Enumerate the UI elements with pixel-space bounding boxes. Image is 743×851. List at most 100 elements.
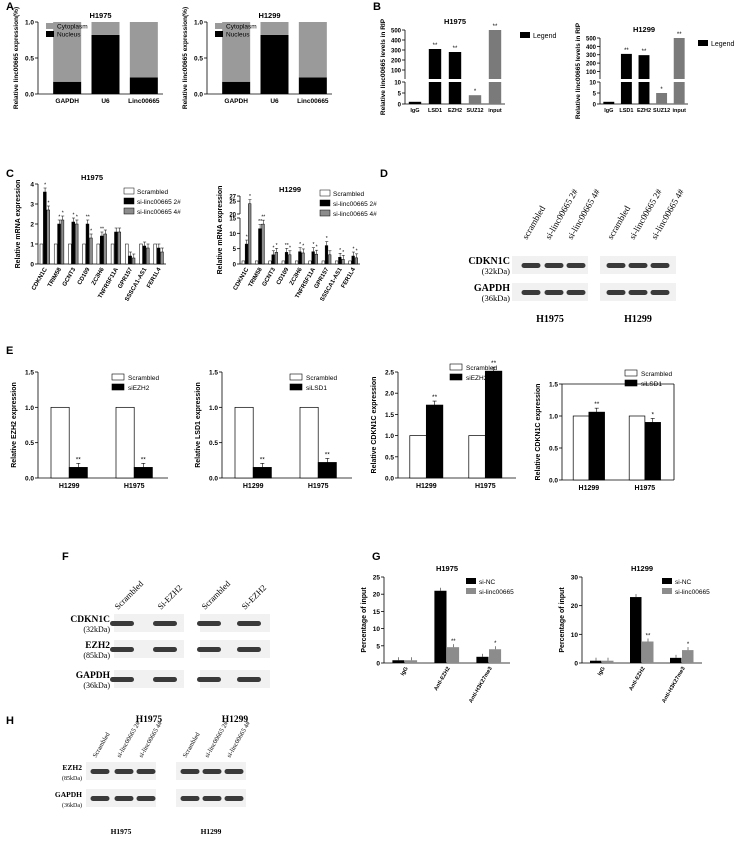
significance: * [651,411,654,418]
chart-title: H1299 [633,25,655,34]
y-tick-label: 25 [229,200,236,206]
x-tick-label-group: Anti-H3K27me3 [661,666,687,704]
bar-cytoplasm [298,22,327,78]
significance: ** [100,227,104,233]
x-tick-label-group: IgG [400,666,410,677]
legend-label: Nucleus [226,32,250,39]
lane-label-group: si-linc00665 4# [138,720,165,759]
bar-si-linc00665-4- [160,251,164,265]
legend-swatch [466,588,476,594]
x-tick-label-group: FER1L4 [146,266,163,289]
bar-scrambled [39,243,44,265]
significance: * [246,235,248,241]
x-tick-label: SUZ12 [466,108,483,114]
x-tick-label-group: ZC3H6 [91,266,106,286]
lane-label: Scrambled [182,731,202,759]
lane-label-group: Si-EZH2 [155,583,184,612]
x-tick-label: input [488,108,502,114]
x-tick-label-group: IgG [597,666,607,677]
bar-si-linc00665-2- [338,257,342,265]
blot-band [180,769,200,774]
panel-letter-H: H [6,715,14,727]
legend-swatch [520,32,530,38]
y-tick-label: 100 [586,70,597,76]
legend-swatch [466,578,476,584]
blot-band [110,647,134,652]
legend-label: Scrambled [466,365,497,372]
bar-si-linc00665-4- [328,254,332,265]
x-tick-label: LSD1 [619,108,633,114]
lane-label: Scrambled [199,578,232,611]
protein-size: (32kDa) [482,266,510,276]
x-tick-label: Linc00665 [128,98,160,105]
x-tick-label-group: CDKN1C [233,266,251,291]
blot-band [90,769,110,774]
bar-si-nc [630,597,642,663]
blot-band [110,621,134,626]
bar-scrambled [628,415,646,481]
lane-label: Scrambled [112,578,145,611]
blot-band [628,263,648,268]
y-axis-label-group: Relative EZH2 expression [11,382,18,468]
bar-siezh2 [425,404,444,479]
y-tick-label: 100 [391,69,402,75]
y-axis-label-group: Relative linc00665 levels in RIP [380,18,387,115]
bar-high [673,38,685,79]
chart-title: H1299 [258,11,280,20]
significance: * [342,250,344,256]
bar-low [488,82,502,104]
x-tick-label: IgG [410,108,419,114]
y-axis-label-group: Percentage of input [361,587,368,653]
bar-si-nc [590,660,602,663]
significance: ** [260,456,266,463]
y-tick-label: 2.0 [385,391,394,398]
bar-si-linc00665-2- [100,235,104,265]
y-tick-label: 20 [373,592,381,599]
y-tick-label: 10 [373,626,381,633]
legend-label: Legend [533,33,556,40]
legend-swatch [624,369,638,377]
bar-high [428,49,442,79]
bar-scrambled [348,260,352,265]
blot-band [114,769,134,774]
y-tick-label: 0 [30,262,34,269]
legend-label: Scrambled [333,191,364,198]
significance: * [687,642,690,648]
legend-label: siLSD1 [641,381,662,388]
bar-si-nc [476,656,489,663]
bar-si-linc00665-4- [89,237,93,265]
x-tick-label: GAPDH [55,98,79,105]
chart-A2: H1299 0.0 0.5 1.0 GAPDH U6 Linc00665 Relative l… [182,7,332,109]
blot-membrane [114,640,184,658]
x-tick-label: Anti-EZH2 [433,666,451,692]
blot-band [136,769,156,774]
bar [408,101,422,104]
y-tick-label: 300 [586,53,597,59]
protein-label: CDKN1C [468,256,510,267]
cell-line-label: H1299 [222,715,249,725]
bar-si-linc00665-4- [74,223,79,265]
significance: * [289,245,291,251]
y-axis-label-group: Relative linc00665 levels in RIP [575,22,582,119]
chart-E1: 0.0 0.5 1.0 1.5 ** H1299 ** H1975 Relative EZH2 … [11,370,168,490]
blot-band [237,647,261,652]
protein-size: (85kDa) [83,651,110,660]
bar-high [448,52,462,79]
x-tick-label: CD109 [77,266,92,286]
bar-si-linc00665-2- [271,254,275,265]
significance: ** [493,24,498,30]
lane-label-group: si-linc00665 4# [226,720,253,759]
chart-E3: 0.0 0.5 1.0 1.5 2.0 2.5 ** H1299 ** H1975 Relative… [371,360,516,490]
significance: * [339,248,341,254]
significance: ** [433,43,438,49]
bar-si-linc00665-2- [351,255,355,265]
y-tick-label: 1.0 [209,405,218,412]
blot-band [566,290,586,295]
x-tick-label: CDKN1C [31,266,49,291]
y-tick-label: 0.5 [25,56,34,63]
chart-G1: H1975 0 5 10 15 20 25 IgG ** Anti-EZH2 * Anti-H3K27… [361,564,514,704]
significance: ** [642,49,647,55]
significance: * [352,247,354,253]
y-axis-label: Percentage of input [559,587,566,653]
